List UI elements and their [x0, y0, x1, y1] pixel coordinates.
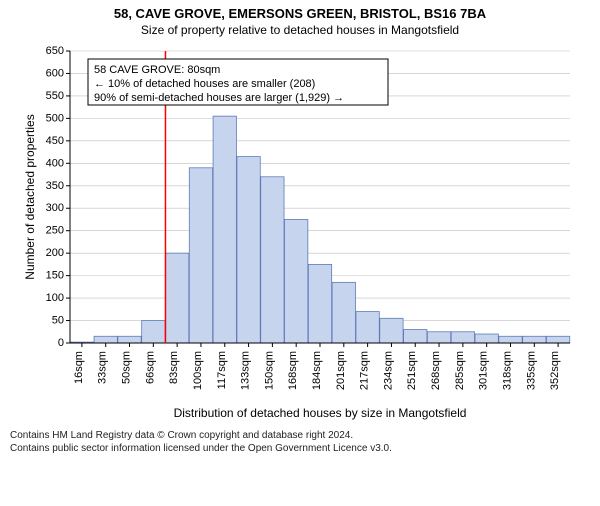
chart-subtitle: Size of property relative to detached ho…	[0, 23, 600, 37]
chart-container: 0 50 100 150 200 250 300 350 400 450 500 550 600 650 1…	[20, 43, 580, 423]
svg-text:150sqm: 150sqm	[263, 351, 275, 390]
svg-text:335sqm: 335sqm	[525, 351, 537, 390]
svg-text:318sqm: 318sqm	[501, 351, 513, 390]
svg-text:58 CAVE GROVE: 80sqm: 58 CAVE GROVE: 80sqm	[94, 64, 220, 76]
svg-text:168sqm: 168sqm	[287, 351, 299, 390]
svg-text:100: 100	[46, 292, 64, 304]
svg-text:400: 400	[46, 157, 64, 169]
svg-text:500: 500	[46, 112, 64, 124]
svg-text:90% of semi-detached houses ar: 90% of semi-detached houses are larger (…	[94, 92, 344, 104]
svg-text:66sqm: 66sqm	[144, 351, 156, 384]
svg-text:← 10% of detached houses are s: ← 10% of detached houses are smaller (20…	[94, 78, 315, 90]
svg-text:Number of detached properties: Number of detached properties	[23, 114, 37, 279]
svg-text:50sqm: 50sqm	[121, 351, 133, 384]
svg-text:234sqm: 234sqm	[382, 351, 394, 390]
footer-text: Contains HM Land Registry data © Crown c…	[0, 423, 600, 455]
svg-text:50: 50	[52, 315, 64, 327]
svg-text:16sqm: 16sqm	[73, 351, 85, 384]
svg-text:251sqm: 251sqm	[406, 351, 418, 390]
svg-text:83sqm: 83sqm	[168, 351, 180, 384]
svg-text:217sqm: 217sqm	[359, 351, 371, 390]
svg-text:117sqm: 117sqm	[216, 351, 228, 389]
footer-line-2: Contains public sector information licen…	[10, 442, 590, 455]
svg-text:300: 300	[46, 202, 64, 214]
svg-text:133sqm: 133sqm	[240, 351, 252, 390]
svg-text:184sqm: 184sqm	[311, 351, 323, 390]
svg-text:200: 200	[46, 247, 64, 259]
svg-text:250: 250	[46, 225, 64, 237]
svg-text:550: 550	[46, 90, 64, 102]
svg-text:285sqm: 285sqm	[454, 351, 466, 390]
svg-text:0: 0	[58, 337, 64, 349]
svg-text:352sqm: 352sqm	[549, 351, 561, 390]
histogram-chart: 0 50 100 150 200 250 300 350 400 450 500 550 600 650 1…	[20, 43, 580, 423]
chart-title: 58, CAVE GROVE, EMERSONS GREEN, BRISTOL,…	[0, 6, 600, 21]
svg-text:201sqm: 201sqm	[335, 351, 347, 390]
svg-text:150: 150	[46, 270, 64, 282]
svg-text:268sqm: 268sqm	[430, 351, 442, 390]
svg-text:100sqm: 100sqm	[192, 351, 204, 390]
svg-text:350: 350	[46, 180, 64, 192]
svg-text:650: 650	[46, 45, 64, 57]
footer-line-1: Contains HM Land Registry data © Crown c…	[10, 429, 590, 442]
svg-text:33sqm: 33sqm	[97, 351, 109, 384]
svg-text:450: 450	[46, 135, 64, 147]
svg-text:301sqm: 301sqm	[478, 351, 490, 390]
svg-text:600: 600	[46, 67, 64, 79]
svg-text:Distribution of detached house: Distribution of detached houses by size …	[174, 406, 467, 420]
